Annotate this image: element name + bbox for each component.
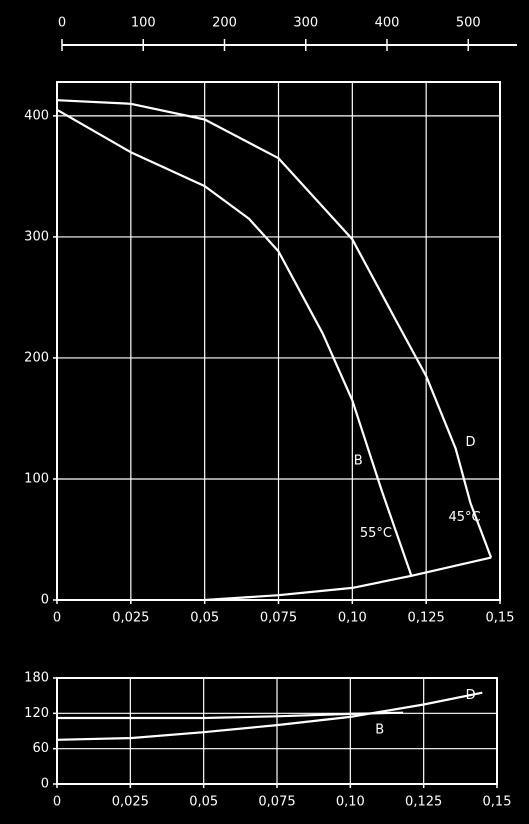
x-tick-label: 0: [53, 611, 61, 626]
x2-tick-label: 400: [375, 16, 400, 31]
y-tick-label: 100: [24, 471, 49, 486]
series-label: B: [354, 453, 363, 468]
series-temperature: 45°C: [448, 510, 480, 525]
series-line: [56, 99, 493, 558]
x2-tick-label: 100: [131, 16, 156, 31]
x2-tick-label: 500: [456, 16, 481, 31]
series-label: D: [466, 688, 476, 703]
y-tick-label: 0: [41, 777, 49, 792]
x2-tick-label: 300: [293, 16, 318, 31]
series-temperature: 55°C: [360, 526, 392, 541]
series-label: B: [375, 722, 384, 737]
series-line: [204, 556, 492, 602]
x-tick-label: 0,075: [258, 795, 295, 810]
x-tick-label: 0,05: [189, 795, 218, 810]
x-tick-label: 0,05: [190, 611, 219, 626]
x-tick-label: 0,125: [408, 611, 445, 626]
y-tick-label: 120: [24, 706, 49, 721]
x-tick-label: 0,10: [338, 611, 367, 626]
plot-frame: [56, 81, 501, 601]
x2-tick-label: 200: [212, 16, 237, 31]
x-tick-label: 0,025: [112, 611, 149, 626]
plot-frame: [56, 677, 498, 785]
x-tick-label: 0,025: [112, 795, 149, 810]
y-tick-label: 200: [24, 350, 49, 365]
y-tick-label: 300: [24, 229, 49, 244]
series-label: D: [465, 435, 475, 450]
x-tick-label: 0: [53, 795, 61, 810]
series-line: [56, 691, 483, 741]
x-tick-label: 0,125: [405, 795, 442, 810]
x-tick-label: 0,075: [260, 611, 297, 626]
y-tick-label: 0: [41, 593, 49, 608]
y-tick-label: 400: [24, 108, 49, 123]
series-line: [57, 711, 404, 720]
y-tick-label: 60: [32, 741, 49, 756]
x-tick-label: 0,15: [483, 795, 512, 810]
x-tick-label: 0,10: [336, 795, 365, 810]
x-tick-label: 0,15: [486, 611, 515, 626]
series-line: [56, 108, 413, 577]
y-tick-label: 180: [24, 671, 49, 686]
x2-tick-label: 0: [58, 16, 66, 31]
